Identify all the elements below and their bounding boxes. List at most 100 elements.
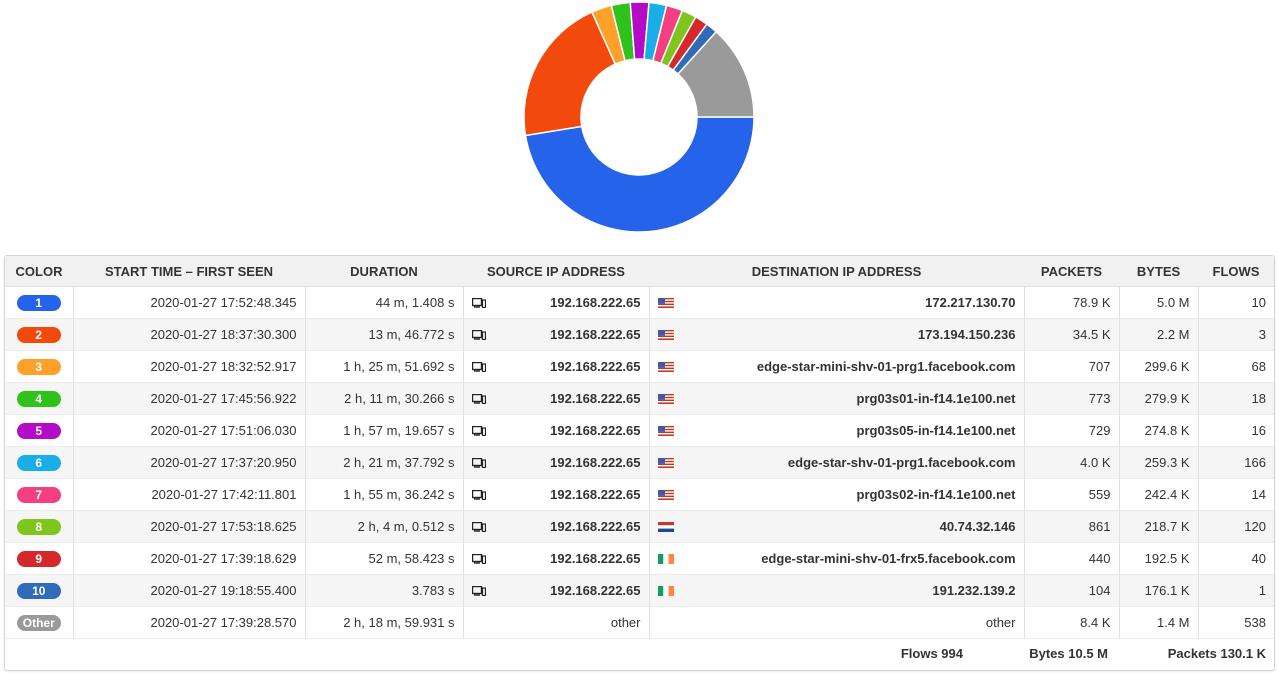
source-ip-text[interactable]: 192.168.222.65: [550, 295, 641, 310]
flows-table-panel: COLOR START TIME – FIRST SEEN DURATION S…: [4, 255, 1275, 671]
flows-cell: 18: [1198, 382, 1274, 415]
destination-ip-text[interactable]: prg03s02-in-f14.1e100.net: [856, 487, 1016, 502]
duration-cell: 1 h, 55 m, 36.242 s: [305, 478, 464, 511]
col-header-color[interactable]: COLOR: [5, 256, 73, 287]
col-header-flows[interactable]: FLOWS: [1198, 256, 1274, 287]
source-ip-text[interactable]: 192.168.222.65: [550, 391, 641, 406]
packets-cell: 78.9 K: [1024, 286, 1120, 319]
bytes-cell: 299.6 K: [1119, 350, 1199, 383]
source-ip-text[interactable]: 192.168.222.65: [550, 551, 641, 566]
start-time-cell: 2020-01-27 17:39:18.629: [73, 542, 306, 575]
color-badge: 6: [16, 454, 61, 471]
ie-flag-icon: [657, 553, 674, 564]
donut-slice-other[interactable]: [676, 30, 755, 118]
col-header-bytes[interactable]: BYTES: [1119, 256, 1198, 287]
col-header-start-time[interactable]: START TIME – FIRST SEEN: [73, 256, 305, 287]
source-ip-cell[interactable]: 192.168.222.65: [463, 510, 650, 543]
col-header-packets[interactable]: PACKETS: [1024, 256, 1119, 287]
source-ip-text[interactable]: 192.168.222.65: [550, 583, 641, 598]
device-icon: [471, 329, 486, 340]
source-ip-text[interactable]: 192.168.222.65: [550, 327, 641, 342]
table-row[interactable]: 4 2020-01-27 17:45:56.922 2 h, 11 m, 30.26…: [5, 382, 1274, 415]
col-header-source-ip[interactable]: SOURCE IP ADDRESS: [463, 256, 649, 287]
source-ip-cell[interactable]: 192.168.222.65: [463, 350, 650, 383]
table-row[interactable]: Other 2020-01-27 17:39:28.570 2 h, 18 m, 5…: [5, 606, 1274, 639]
bytes-cell: 1.4 M: [1119, 606, 1199, 639]
destination-ip-cell[interactable]: edge-star-mini-shv-01-prg1.facebook.com: [649, 350, 1025, 383]
destination-ip-cell[interactable]: 173.194.150.236: [649, 318, 1025, 351]
device-icon: [471, 361, 486, 372]
source-ip-cell[interactable]: 192.168.222.65: [463, 542, 650, 575]
flows-cell: 68: [1198, 350, 1274, 383]
source-ip-text[interactable]: 192.168.222.65: [550, 359, 641, 374]
destination-ip-cell[interactable]: prg03s01-in-f14.1e100.net: [649, 382, 1025, 415]
table-row[interactable]: 9 2020-01-27 17:39:18.629 52 m, 58.423 s 19…: [5, 542, 1274, 575]
table-row[interactable]: 3 2020-01-27 18:32:52.917 1 h, 25 m, 51.69…: [5, 350, 1274, 383]
destination-ip-cell[interactable]: edge-star-shv-01-prg1.facebook.com: [649, 446, 1025, 479]
col-header-destination-ip[interactable]: DESTINATION IP ADDRESS: [649, 256, 1024, 287]
color-cell: Other: [5, 606, 74, 639]
destination-ip-cell[interactable]: prg03s05-in-f14.1e100.net: [649, 414, 1025, 447]
destination-ip-cell[interactable]: other: [649, 606, 1025, 639]
table-row[interactable]: 10 2020-01-27 19:18:55.400 3.783 s 192.168.…: [5, 574, 1274, 607]
table-row[interactable]: 2 2020-01-27 18:37:30.300 13 m, 46.772 s 19…: [5, 318, 1274, 351]
source-ip-cell[interactable]: 192.168.222.65: [463, 574, 650, 607]
source-ip-text[interactable]: 192.168.222.65: [550, 423, 641, 438]
source-ip-cell[interactable]: 192.168.222.65: [463, 382, 650, 415]
col-header-duration[interactable]: DURATION: [305, 256, 463, 287]
destination-ip-cell[interactable]: 191.232.139.2: [649, 574, 1025, 607]
source-ip-text[interactable]: 192.168.222.65: [550, 455, 641, 470]
destination-ip-text[interactable]: prg03s05-in-f14.1e100.net: [856, 423, 1016, 438]
destination-ip-cell[interactable]: edge-star-mini-shv-01-frx5.facebook.com: [649, 542, 1025, 575]
us-flag-icon: [657, 457, 674, 468]
source-ip-cell[interactable]: 192.168.222.65: [463, 318, 650, 351]
table-row[interactable]: 8 2020-01-27 17:53:18.625 2 h, 4 m, 0.512 …: [5, 510, 1274, 543]
source-ip-cell[interactable]: 192.168.222.65: [463, 286, 650, 319]
start-time-cell: 2020-01-27 17:52:48.345: [73, 286, 306, 319]
table-row[interactable]: 5 2020-01-27 17:51:06.030 1 h, 57 m, 19.65…: [5, 414, 1274, 447]
destination-ip-text[interactable]: edge-star-shv-01-prg1.facebook.com: [787, 455, 1016, 470]
bytes-cell: 2.2 M: [1119, 318, 1199, 351]
source-ip-cell[interactable]: 192.168.222.65: [463, 478, 650, 511]
start-time-cell: 2020-01-27 17:37:20.950: [73, 446, 306, 479]
donut-slice-1[interactable]: [524, 116, 755, 233]
destination-ip-text[interactable]: edge-star-mini-shv-01-frx5.facebook.com: [761, 551, 1016, 566]
destination-ip-text[interactable]: prg03s01-in-f14.1e100.net: [856, 391, 1016, 406]
device-icon: [471, 521, 486, 532]
destination-ip-text[interactable]: edge-star-mini-shv-01-prg1.facebook.com: [756, 359, 1016, 374]
color-badge: 2: [16, 326, 61, 343]
table-header-row: COLOR START TIME – FIRST SEEN DURATION S…: [5, 256, 1274, 287]
color-cell: 2: [5, 318, 74, 351]
device-icon: [471, 553, 486, 564]
flows-cell: 1: [1198, 574, 1274, 607]
packets-cell: 440: [1024, 542, 1120, 575]
start-time-cell: 2020-01-27 17:39:28.570: [73, 606, 306, 639]
flows-cell: 14: [1198, 478, 1274, 511]
donut-chart: [519, 0, 759, 240]
destination-ip-cell[interactable]: 172.217.130.70: [649, 286, 1025, 319]
color-cell: 3: [5, 350, 74, 383]
us-flag-icon: [657, 425, 674, 436]
destination-ip-cell[interactable]: prg03s02-in-f14.1e100.net: [649, 478, 1025, 511]
duration-cell: 3.783 s: [305, 574, 464, 607]
table-row[interactable]: 1 2020-01-27 17:52:48.345 44 m, 1.408 s 192…: [5, 286, 1274, 319]
source-ip-cell[interactable]: other: [463, 606, 650, 639]
source-ip-text[interactable]: 192.168.222.65: [550, 519, 641, 534]
destination-ip-cell[interactable]: 40.74.32.146: [649, 510, 1025, 543]
table-row[interactable]: 7 2020-01-27 17:42:11.801 1 h, 55 m, 36.24…: [5, 478, 1274, 511]
us-flag-icon: [657, 361, 674, 372]
packets-cell: 729: [1024, 414, 1120, 447]
destination-ip-text[interactable]: 40.74.32.146: [939, 519, 1016, 534]
destination-ip-text[interactable]: 172.217.130.70: [925, 295, 1016, 310]
duration-cell: 2 h, 21 m, 37.792 s: [305, 446, 464, 479]
table-row[interactable]: 6 2020-01-27 17:37:20.950 2 h, 21 m, 37.79…: [5, 446, 1274, 479]
source-ip-text[interactable]: 192.168.222.65: [550, 487, 641, 502]
source-ip-cell[interactable]: 192.168.222.65: [463, 446, 650, 479]
bytes-cell: 259.3 K: [1119, 446, 1199, 479]
donut-slice-2[interactable]: [523, 11, 617, 137]
destination-ip-text[interactable]: 173.194.150.236: [917, 327, 1016, 342]
packets-cell: 34.5 K: [1024, 318, 1120, 351]
destination-ip-text[interactable]: 191.232.139.2: [932, 583, 1016, 598]
footer-bytes-total: Bytes 10.5 M: [1029, 645, 1108, 661]
source-ip-cell[interactable]: 192.168.222.65: [463, 414, 650, 447]
